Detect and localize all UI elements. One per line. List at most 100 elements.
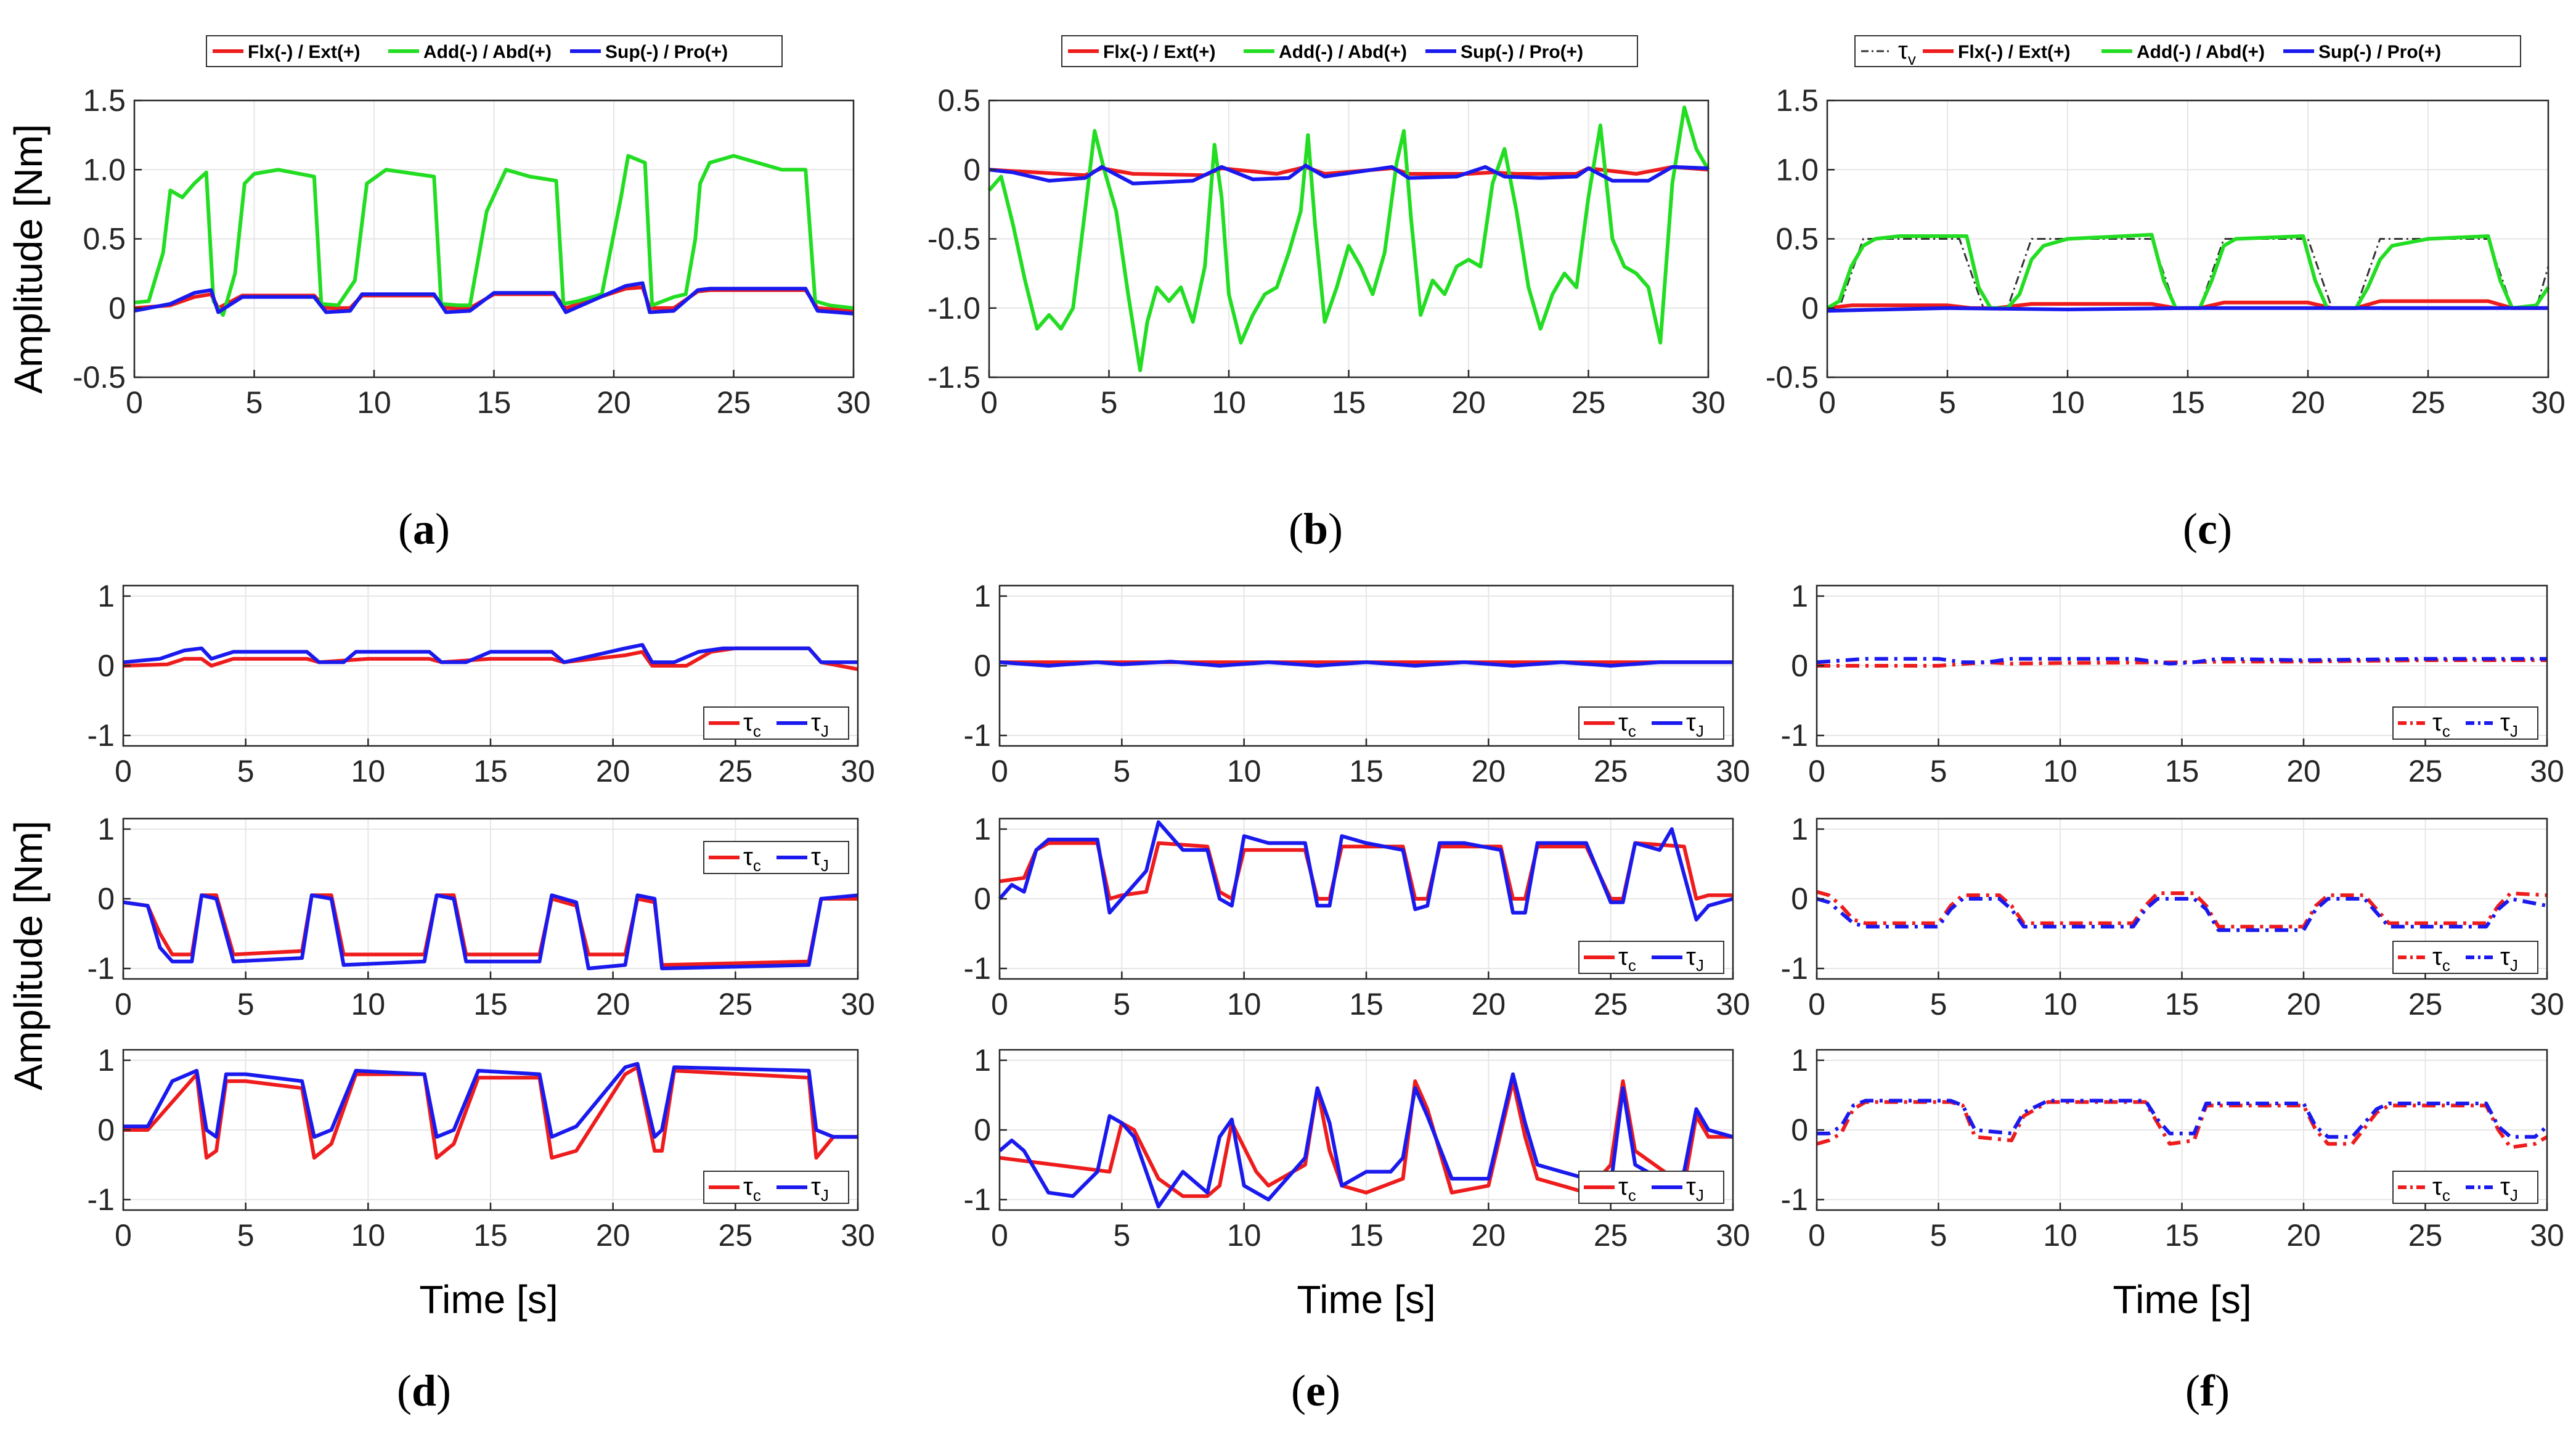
x-tick-label: 0 [991,1218,1008,1253]
y-tick-label: 0 [1791,1113,1808,1147]
x-axis-label-d: Time [s] [419,1277,558,1322]
y-tick-label: -1 [1781,951,1808,986]
x-tick-label: 5 [246,385,263,420]
y-tick-label: 0 [974,648,991,683]
legend-a: Flx(-) / Ext(+) Add(-) / Abd(+) Sup(-) /… [206,35,783,67]
legend-f3: τc τJ [2392,1171,2538,1205]
x-tick-label: 25 [717,385,751,420]
x-tick-label: 25 [2408,987,2443,1021]
legend-label-tauj: τJ [1686,709,1704,740]
chart-a: 0 5 10 15 20 25 30-0.500.51.01.5 [73,83,871,420]
x-tick-label: 20 [2286,754,2321,788]
x-tick-label: 30 [1716,754,1750,788]
x-tick-label: 0 [1808,754,1825,788]
legend-b-add: Add(-) / Abd(+) [1279,42,1407,62]
x-tick-label: 15 [473,754,508,788]
x-tick-label: 10 [351,1218,386,1253]
x-tick-label: 30 [2530,754,2564,788]
x-tick-label: 10 [1227,754,1262,788]
x-tick-label: 5 [1113,987,1130,1021]
x-tick-label: 25 [719,1218,753,1253]
x-axis-label-e: Time [s] [1297,1277,1435,1322]
legend-label-tauc: τc [2432,1173,2450,1205]
x-tick-label: 25 [1594,754,1628,788]
y-tick-label: -0.5 [927,222,980,256]
x-tick-label: 15 [2165,754,2199,788]
y-tick-label: 0 [1791,882,1808,916]
panel-label-c: (c) [2183,504,2232,554]
y-tick-label: 0 [963,152,980,187]
x-tick-label: 20 [1451,385,1486,420]
x-tick-label: 20 [596,754,630,788]
series-line-e2-1 [998,820,1734,922]
x-tick-label: 15 [1349,754,1384,788]
series-line-d3-0 [123,1065,858,1160]
y-tick-label: 1 [97,1043,115,1078]
x-tick-label: 0 [1819,385,1836,420]
x-tick-label: 10 [1227,1218,1262,1253]
y-tick-label: 0 [97,882,115,916]
x-tick-label: 5 [1113,1218,1130,1253]
y-tick-label: -0.5 [1766,360,1819,395]
series-line-d2-1 [123,893,858,970]
x-tick-label: 30 [1716,1218,1750,1253]
y-tick-label: 1 [1791,579,1808,613]
x-tick-label: 15 [1349,987,1384,1021]
x-tick-label: 5 [237,1218,255,1253]
x-tick-label: 15 [2170,385,2205,420]
x-tick-label: 10 [357,385,391,420]
y-tick-label: 1.5 [83,83,126,118]
y-axis-label-top: Amplitude [Nm] [6,124,51,393]
legend-b-sup: Sup(-) / Pro(+) [1461,42,1583,62]
legend-d1: τc τJ [703,706,849,740]
x-tick-label: 0 [115,1218,132,1253]
y-tick-label: 1.5 [1775,83,1819,118]
x-tick-label: 10 [2043,1218,2077,1253]
series-line-d1-1 [123,643,858,665]
legend-label-tauc: τc [743,1173,761,1205]
y-tick-label: -1 [88,718,115,753]
legend-c-flx: Flx(-) / Ext(+) [1958,42,2071,62]
x-tick-label: 25 [2408,754,2443,788]
legend-label-tauj: τJ [2500,943,2518,975]
plot-area: 0 5 10 15 20 25 30-0.500.51.01.50 5 10 15 20 25 30-1… [73,83,2566,1253]
x-tick-label: 5 [1113,754,1130,788]
x-tick-label: 15 [477,385,512,420]
y-tick-label: 1 [1791,812,1808,846]
legend-label-tauj: τJ [1686,1173,1704,1205]
legend-label-tauc: τc [743,709,761,740]
x-tick-label: 15 [2165,987,2199,1021]
legend-b: Flx(-) / Ext(+) Add(-) / Abd(+) Sup(-) /… [1061,35,1638,67]
series-line-d3-1 [123,1062,858,1139]
x-tick-label: 25 [2408,1218,2443,1253]
y-tick-label: -1 [1781,1182,1808,1217]
y-tick-label: 0 [97,648,115,683]
legend-c-tauv: τv [1898,37,1916,68]
y-tick-label: 1 [97,812,115,846]
legend-d2: τc τJ [703,841,849,875]
x-tick-label: 30 [1691,385,1726,420]
x-tick-label: 20 [597,385,631,420]
y-tick-label: 0 [1801,291,1819,325]
y-tick-label: 0 [97,1113,115,1147]
x-tick-label: 5 [1930,987,1947,1021]
legend-a-sup: Sup(-) / Pro(+) [605,42,728,62]
y-tick-label: -1 [964,1182,991,1217]
x-tick-label: 5 [237,987,255,1021]
x-tick-label: 0 [1808,1218,1825,1253]
x-tick-label: 20 [596,987,630,1021]
legend-e3: τc τJ [1578,1171,1724,1205]
x-tick-label: 5 [237,754,255,788]
x-tick-label: 15 [2165,1218,2199,1253]
y-tick-label: -0.5 [73,360,126,395]
x-tick-label: 0 [991,987,1008,1021]
y-tick-label: 0.5 [83,222,126,256]
legend-a-flx: Flx(-) / Ext(+) [248,42,361,62]
x-tick-label: 25 [1571,385,1606,420]
x-tick-label: 25 [2411,385,2445,420]
x-tick-label: 5 [1930,754,1947,788]
